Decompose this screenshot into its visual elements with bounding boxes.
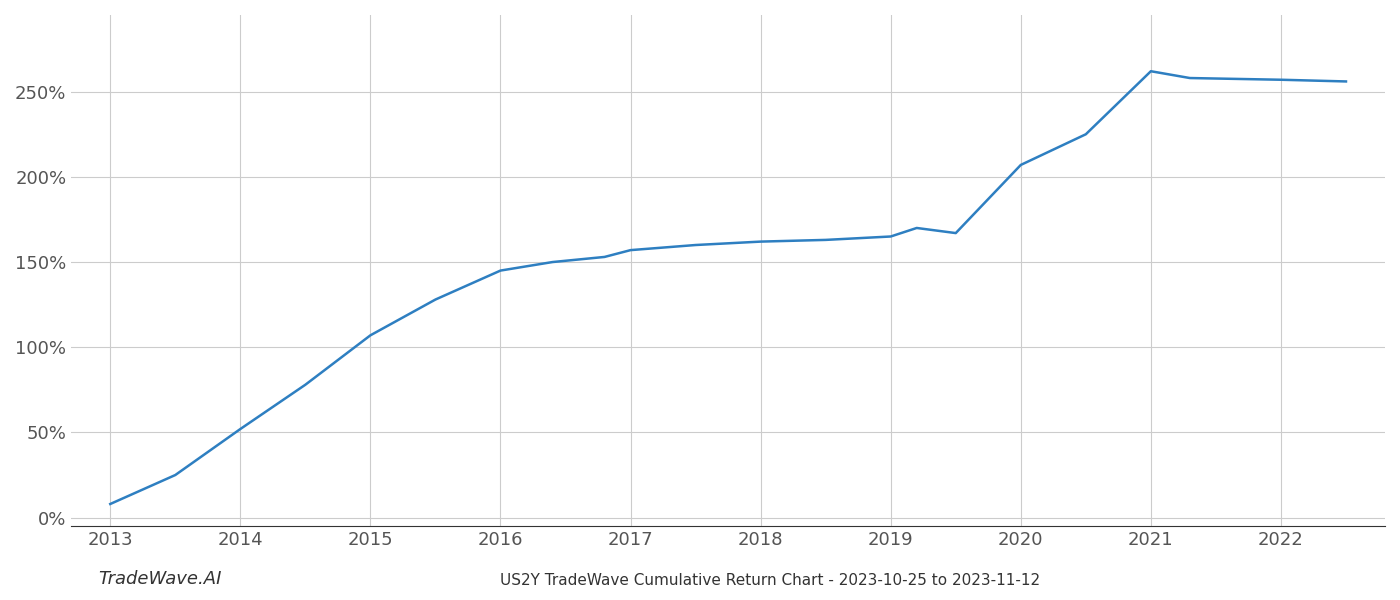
- Text: TradeWave.AI: TradeWave.AI: [98, 570, 221, 588]
- Text: US2Y TradeWave Cumulative Return Chart - 2023-10-25 to 2023-11-12: US2Y TradeWave Cumulative Return Chart -…: [500, 573, 1040, 588]
